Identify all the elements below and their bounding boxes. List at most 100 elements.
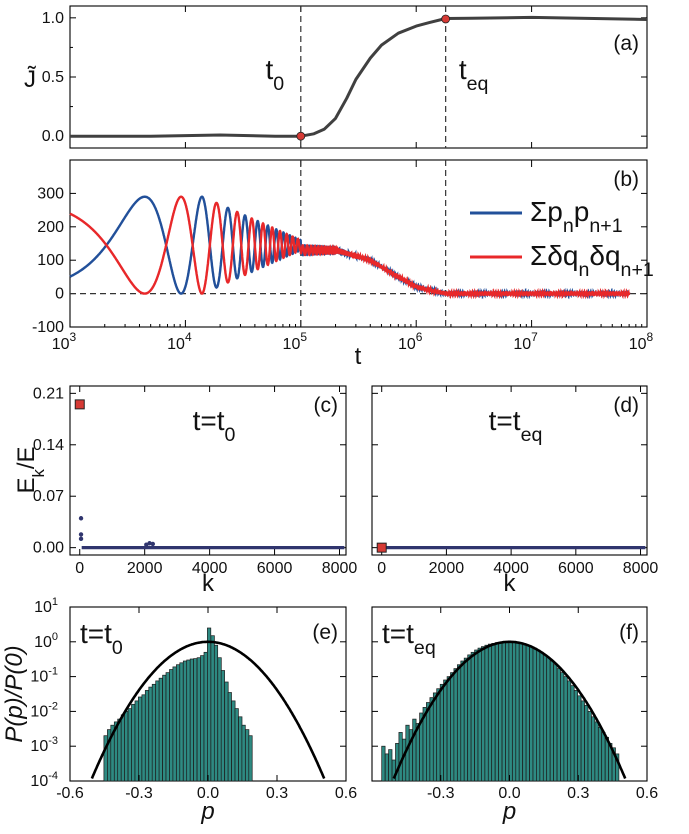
highlight-point (376, 542, 387, 553)
scatter-point (150, 541, 155, 547)
x-axis-label: k (504, 570, 517, 597)
gaussian-fit-curve (90, 640, 326, 780)
x-tick-label: 0.6 (335, 785, 357, 802)
histogram-bar (484, 644, 489, 782)
x-tick-label: 8000 (322, 560, 358, 577)
histogram-bar (172, 666, 177, 782)
histogram-bar (432, 692, 438, 782)
panel-label: (c) (314, 394, 339, 417)
histogram-bar (131, 703, 136, 782)
y-tick-label: 10-2 (30, 700, 58, 720)
histogram-bar (450, 672, 455, 782)
histogram-bar (439, 683, 444, 782)
histogram-bar (477, 647, 482, 782)
histogram-bar (587, 711, 592, 782)
subscript: eq (467, 73, 489, 95)
x-tick-label: 6000 (257, 560, 293, 577)
histogram-bar (474, 649, 479, 782)
x-tick-label: -0.3 (125, 785, 153, 802)
marker-point (296, 131, 306, 141)
x-tick-label: 4000 (192, 560, 228, 577)
histogram-bar (193, 658, 198, 782)
histogram-bar (505, 641, 510, 782)
y-tick-label: 0.00 (33, 540, 64, 557)
histogram-bar (556, 668, 561, 782)
x-tick-label: 8000 (623, 560, 659, 577)
scatter-point (78, 536, 84, 542)
histogram-bar (213, 644, 219, 782)
histogram-bar (429, 697, 434, 782)
histogram-bar (470, 651, 475, 782)
y-axis-label: Ek/E (13, 446, 48, 493)
scatter-point (78, 516, 84, 521)
histogram-bar (563, 676, 568, 782)
x-tick-label: 106 (398, 330, 423, 353)
x-tick-label: 0.0 (498, 785, 520, 802)
teq-annotation: teq (459, 54, 489, 95)
histogram-bar (601, 732, 606, 782)
histogram-bar (148, 686, 153, 782)
histogram-bar (179, 662, 184, 782)
histogram-bar (584, 704, 589, 782)
histogram-bar (522, 643, 527, 782)
x-tick-label: 0 (75, 560, 84, 577)
histogram-bar (457, 664, 462, 782)
histogram-bar (151, 683, 157, 782)
marker-point (441, 14, 451, 24)
y-tick-label: 0.5 (42, 69, 64, 86)
histogram-bar (224, 681, 229, 782)
x-tick-label: 0.0 (197, 785, 219, 802)
x-tick-label: 2000 (429, 560, 465, 577)
histogram-bar (384, 753, 389, 782)
histogram-bar (186, 659, 191, 782)
histogram-bar (176, 664, 181, 782)
histogram-bar (388, 749, 393, 782)
histogram-bar (238, 716, 243, 782)
histogram-bar (241, 724, 246, 782)
histogram-bar (560, 672, 565, 782)
histogram-bar (501, 641, 506, 782)
histogram-bar (117, 718, 122, 782)
panel-c-frame (69, 385, 347, 556)
histogram-bar (567, 680, 572, 782)
y-tick-label: 0.07 (33, 488, 64, 505)
histogram-bar (200, 655, 205, 782)
x-tick-label: 0 (377, 560, 386, 577)
histogram-bar (573, 690, 578, 782)
histogram-bar (487, 643, 493, 782)
y-tick-label: 100 (34, 631, 58, 651)
histogram-bar (539, 651, 544, 782)
x-tick-label: -0.6 (56, 785, 84, 802)
subscript: n (563, 215, 574, 237)
histogram-bar (220, 670, 225, 782)
histogram-bar (248, 735, 253, 782)
panel-title: t=t0 (80, 618, 123, 659)
histogram-bar (463, 657, 468, 782)
histogram-bar (124, 711, 129, 782)
histogram-bar (169, 669, 174, 782)
histogram-bar (210, 635, 215, 782)
panel-title: t=teq (382, 618, 436, 659)
histogram-bar (512, 641, 517, 782)
histogram-bar (553, 664, 558, 782)
histogram-bar (426, 702, 431, 782)
histogram-bar (412, 718, 417, 782)
gaussian-fit-curve (392, 640, 627, 779)
panel-title: t=t0 (193, 405, 236, 446)
x-tick-label: 0.3 (567, 785, 589, 802)
subscript: eq (521, 424, 543, 446)
histogram-bar (529, 646, 534, 782)
y-tick-label: 0.21 (33, 385, 64, 402)
histogram-bar (546, 657, 551, 782)
x-tick-label: 0.6 (636, 785, 658, 802)
series-line-qq (69, 195, 631, 300)
y-tick-label: 0.14 (33, 437, 64, 454)
histogram-bar (570, 685, 575, 782)
y-tick-label: 0 (55, 286, 64, 303)
y-tick-label: 100 (37, 252, 64, 269)
histogram-bar (536, 649, 541, 782)
histogram-bar (525, 644, 530, 782)
histogram-bar (144, 690, 150, 782)
legend-label-pp: Σpnpn+1 (530, 196, 623, 237)
histogram-bar (436, 688, 441, 782)
